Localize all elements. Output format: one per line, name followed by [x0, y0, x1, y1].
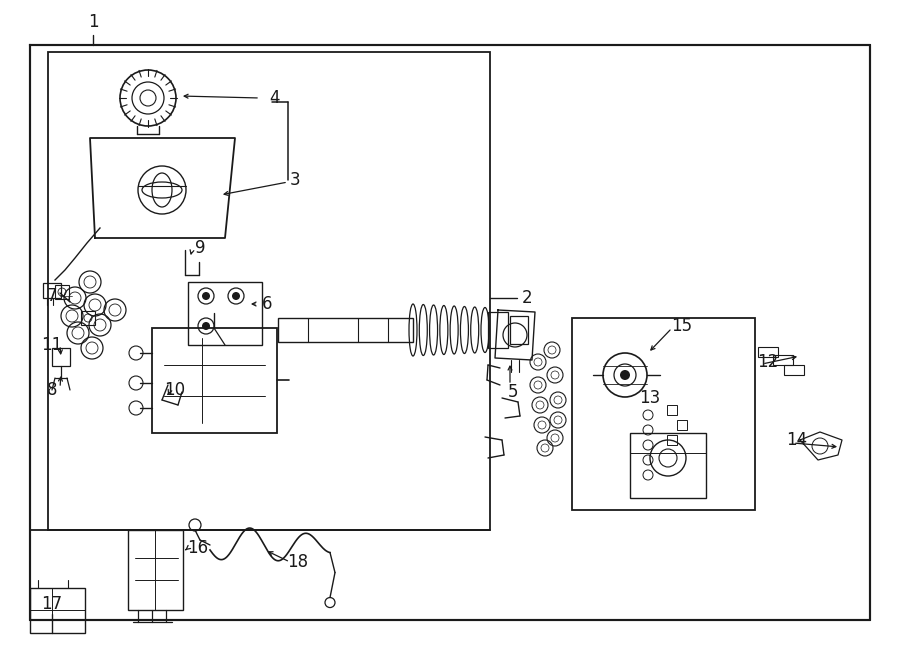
Text: 3: 3 [290, 171, 301, 189]
Text: 9: 9 [194, 239, 205, 257]
Bar [30, 45, 870, 620]
Bar [128, 530, 183, 610]
Text: 10: 10 [165, 381, 185, 399]
Bar [758, 347, 778, 357]
Bar [52, 348, 70, 366]
Bar [784, 365, 804, 375]
Text: 8: 8 [47, 381, 58, 399]
Bar [510, 316, 528, 344]
Text: 13: 13 [639, 389, 661, 407]
Circle shape [620, 370, 630, 380]
Bar [278, 318, 413, 342]
Circle shape [232, 292, 240, 300]
Bar [572, 318, 755, 510]
Text: 5: 5 [508, 383, 518, 401]
Bar [677, 420, 687, 430]
Text: 7: 7 [47, 287, 58, 305]
Text: 6: 6 [262, 295, 272, 313]
Text: 11: 11 [41, 336, 63, 354]
Bar [630, 433, 706, 498]
Text: 4: 4 [270, 89, 280, 107]
Circle shape [202, 292, 210, 300]
Bar [667, 405, 677, 415]
Bar [43, 283, 61, 298]
Bar [773, 355, 793, 365]
Bar [55, 285, 69, 299]
Bar [188, 282, 262, 345]
Text: 15: 15 [671, 317, 693, 335]
Text: 16: 16 [187, 539, 209, 557]
Bar [488, 312, 508, 348]
Text: 1: 1 [87, 13, 98, 31]
Text: 18: 18 [287, 553, 309, 571]
Text: 14: 14 [787, 431, 807, 449]
Bar [48, 52, 490, 530]
Text: 12: 12 [758, 353, 778, 371]
Text: 2: 2 [522, 289, 532, 307]
Bar [30, 588, 85, 633]
Bar [152, 328, 277, 433]
Circle shape [202, 322, 210, 330]
Text: 17: 17 [41, 595, 63, 613]
Bar [667, 435, 677, 445]
Bar [81, 311, 95, 325]
